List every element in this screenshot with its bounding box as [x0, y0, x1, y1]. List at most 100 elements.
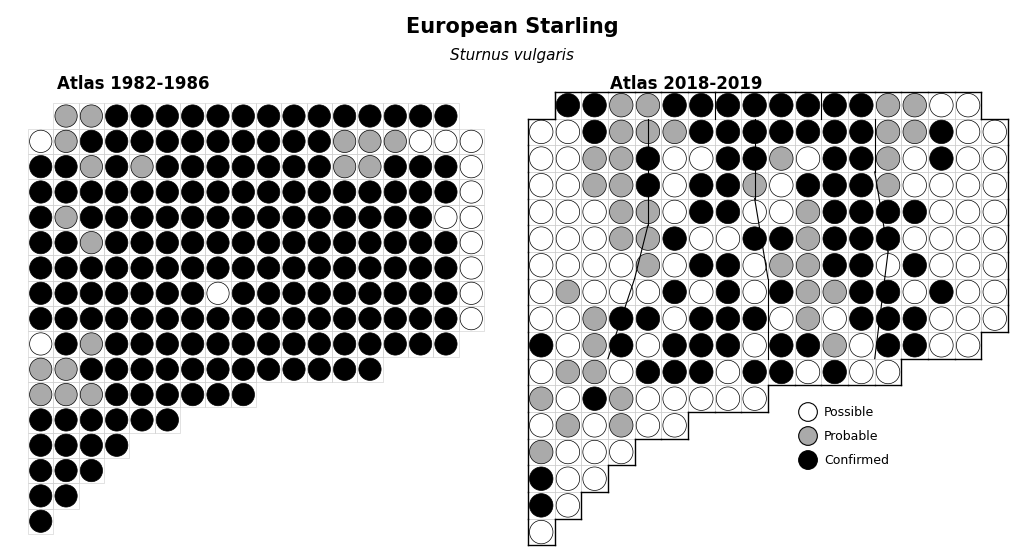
- Circle shape: [308, 307, 331, 330]
- Bar: [79, 433, 104, 458]
- Bar: [715, 385, 741, 412]
- Circle shape: [663, 147, 686, 170]
- Bar: [155, 306, 180, 331]
- Bar: [874, 145, 901, 172]
- Circle shape: [460, 155, 482, 178]
- Circle shape: [583, 334, 606, 357]
- Circle shape: [384, 307, 407, 330]
- Circle shape: [80, 282, 102, 305]
- Circle shape: [257, 105, 280, 127]
- Bar: [768, 198, 795, 225]
- Circle shape: [877, 334, 900, 357]
- Circle shape: [80, 257, 102, 279]
- Bar: [282, 230, 306, 255]
- Circle shape: [663, 254, 686, 277]
- Circle shape: [689, 360, 713, 383]
- Circle shape: [257, 257, 280, 279]
- Circle shape: [181, 333, 204, 355]
- Circle shape: [797, 120, 820, 144]
- Bar: [528, 465, 555, 492]
- Circle shape: [609, 200, 633, 224]
- Bar: [528, 519, 555, 546]
- Bar: [874, 278, 901, 305]
- Bar: [981, 198, 1008, 225]
- Bar: [528, 385, 555, 412]
- Circle shape: [689, 280, 713, 304]
- Circle shape: [716, 147, 739, 170]
- Circle shape: [636, 200, 659, 224]
- Bar: [357, 331, 383, 357]
- Bar: [28, 230, 53, 255]
- Circle shape: [131, 282, 154, 305]
- Bar: [53, 483, 79, 509]
- Circle shape: [930, 93, 953, 117]
- Circle shape: [823, 173, 847, 197]
- Circle shape: [983, 227, 1007, 250]
- Bar: [206, 103, 230, 129]
- Bar: [230, 103, 256, 129]
- Bar: [928, 332, 954, 359]
- Circle shape: [358, 257, 381, 279]
- Circle shape: [207, 181, 229, 203]
- Circle shape: [55, 155, 77, 178]
- Circle shape: [358, 307, 381, 330]
- Circle shape: [257, 333, 280, 355]
- Bar: [79, 382, 104, 408]
- Bar: [582, 145, 608, 172]
- Bar: [821, 92, 848, 119]
- Bar: [981, 305, 1008, 332]
- Bar: [256, 103, 282, 129]
- Circle shape: [131, 130, 154, 153]
- Circle shape: [30, 333, 52, 355]
- Circle shape: [663, 200, 686, 224]
- Circle shape: [105, 130, 128, 153]
- Bar: [53, 230, 79, 255]
- Circle shape: [797, 254, 820, 277]
- Bar: [53, 179, 79, 205]
- Circle shape: [334, 105, 355, 127]
- Circle shape: [583, 227, 606, 250]
- Circle shape: [410, 333, 432, 355]
- Bar: [332, 357, 357, 382]
- Circle shape: [529, 200, 553, 224]
- Bar: [635, 172, 662, 198]
- Bar: [981, 252, 1008, 278]
- Circle shape: [131, 333, 154, 355]
- Circle shape: [207, 383, 229, 406]
- Bar: [635, 119, 662, 145]
- Bar: [662, 92, 688, 119]
- Bar: [155, 129, 180, 154]
- Bar: [795, 225, 821, 252]
- Bar: [79, 458, 104, 483]
- Bar: [332, 230, 357, 255]
- Circle shape: [334, 130, 355, 153]
- Circle shape: [930, 334, 953, 357]
- Bar: [155, 103, 180, 129]
- Circle shape: [770, 307, 793, 330]
- Bar: [821, 305, 848, 332]
- Circle shape: [797, 147, 820, 170]
- Bar: [821, 332, 848, 359]
- Bar: [981, 278, 1008, 305]
- Circle shape: [80, 181, 102, 203]
- Bar: [408, 255, 433, 281]
- Circle shape: [131, 105, 154, 127]
- Circle shape: [308, 231, 331, 254]
- Bar: [129, 331, 155, 357]
- Bar: [555, 359, 582, 385]
- Circle shape: [131, 307, 154, 330]
- Bar: [282, 205, 306, 230]
- Bar: [635, 385, 662, 412]
- Circle shape: [358, 181, 381, 203]
- Circle shape: [283, 206, 305, 229]
- Bar: [582, 305, 608, 332]
- Circle shape: [636, 120, 659, 144]
- Bar: [155, 205, 180, 230]
- Circle shape: [207, 231, 229, 254]
- Bar: [459, 230, 484, 255]
- Circle shape: [743, 387, 766, 410]
- Circle shape: [583, 280, 606, 304]
- Circle shape: [232, 383, 255, 406]
- Circle shape: [435, 155, 457, 178]
- Circle shape: [716, 360, 739, 383]
